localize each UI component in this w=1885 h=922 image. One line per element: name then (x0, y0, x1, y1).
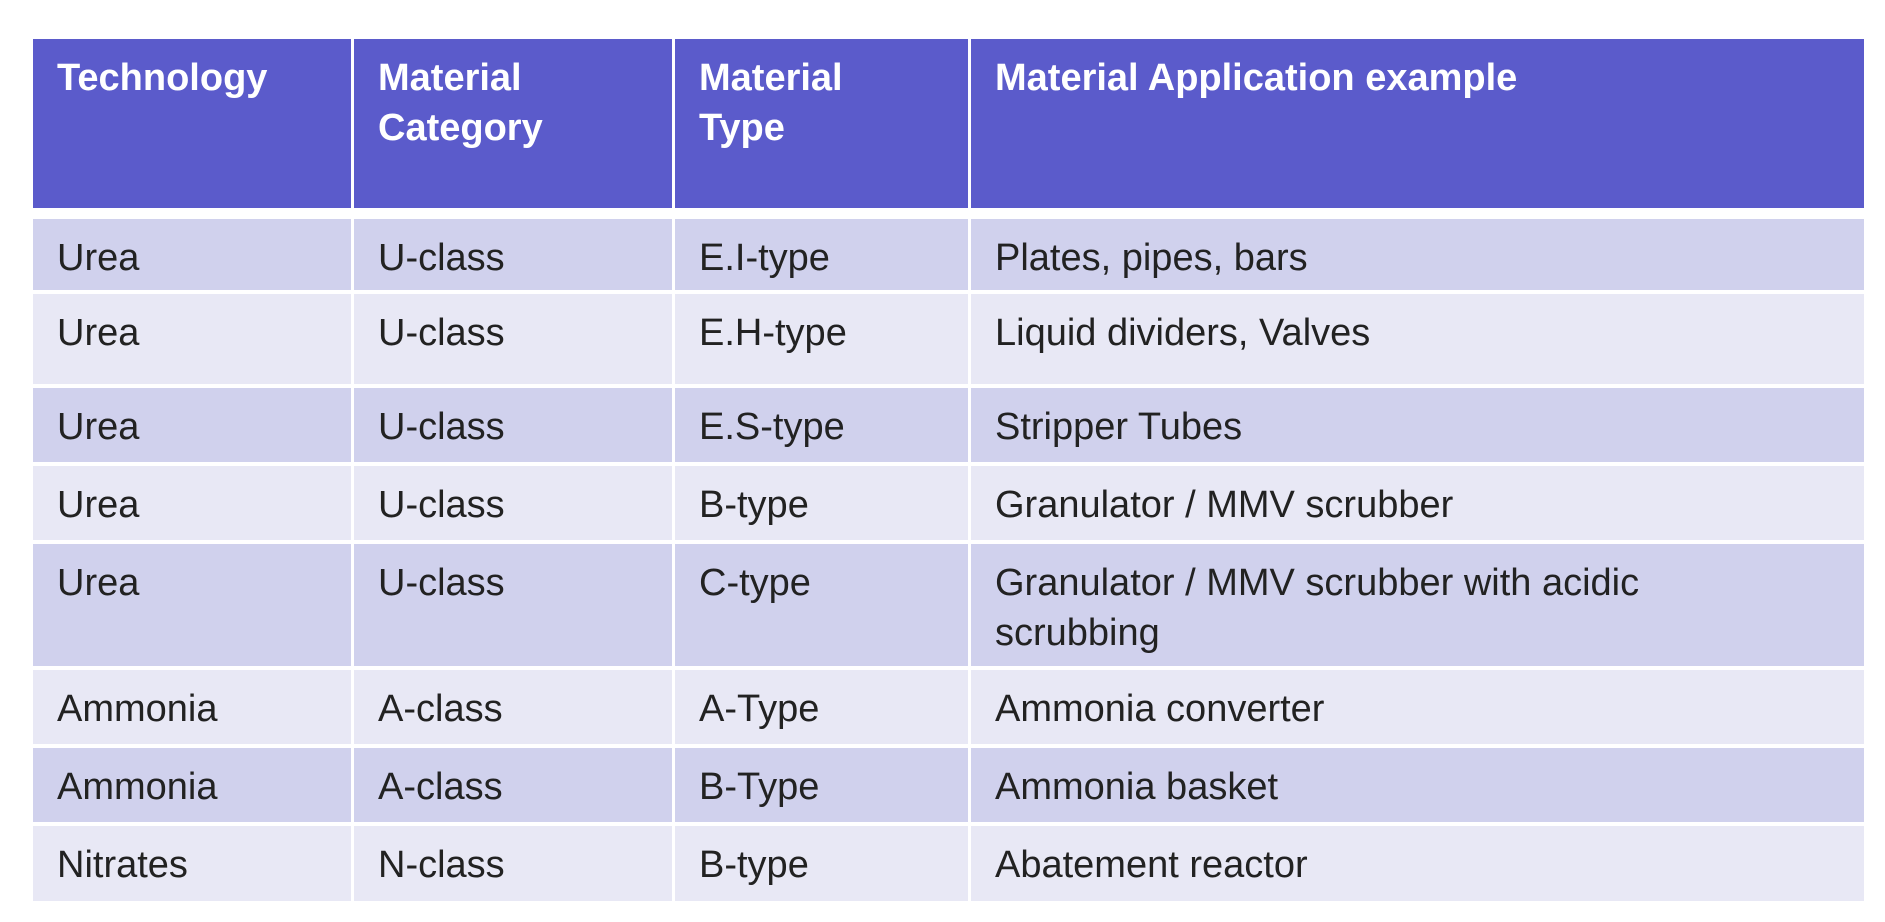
table-row: Ammonia A-class A-Type Ammonia converter (33, 670, 1864, 744)
cell-technology: Ammonia (33, 670, 351, 744)
header-material-application: Material Application example (971, 39, 1864, 208)
cell-material-category: U-class (354, 388, 672, 462)
cell-material-category: N-class (354, 826, 672, 901)
cell-technology: Urea (33, 294, 351, 384)
cell-material-category: U-class (354, 544, 672, 666)
cell-material-type: E.S-type (675, 388, 968, 462)
cell-material-application: Ammonia basket (971, 748, 1864, 822)
table-row: Ammonia A-class B-Type Ammonia basket (33, 748, 1864, 822)
cell-material-category: A-class (354, 670, 672, 744)
cell-material-type: A-Type (675, 670, 968, 744)
cell-material-category: U-class (354, 294, 672, 384)
cell-material-category: A-class (354, 748, 672, 822)
cell-technology: Urea (33, 388, 351, 462)
cell-material-application: Granulator / MMV scrubber (971, 466, 1864, 540)
cell-material-application: Ammonia converter (971, 670, 1864, 744)
cell-material-type: B-type (675, 826, 968, 901)
table-header-row: Technology Material Category Material Ty… (33, 39, 1864, 208)
cell-material-type: B-Type (675, 748, 968, 822)
cell-material-application: Stripper Tubes (971, 388, 1864, 462)
materials-table: Technology Material Category Material Ty… (33, 39, 1864, 905)
cell-technology: Ammonia (33, 748, 351, 822)
header-technology: Technology (33, 39, 351, 208)
cell-technology: Urea (33, 544, 351, 666)
header-material-type: Material Type (675, 39, 968, 208)
table-row: Urea U-class E.S-type Stripper Tubes (33, 388, 1864, 462)
cell-material-application: Plates, pipes, bars (971, 219, 1864, 290)
cell-material-category: U-class (354, 219, 672, 290)
table-row: Urea U-class E.H-type Liquid dividers, V… (33, 294, 1864, 384)
cell-material-type: B-type (675, 466, 968, 540)
table-row: Urea U-class E.I-type Plates, pipes, bar… (33, 219, 1864, 290)
table-row: Urea U-class B-type Granulator / MMV scr… (33, 466, 1864, 540)
cell-technology: Urea (33, 466, 351, 540)
header-material-category: Material Category (354, 39, 672, 208)
table-row: Urea U-class C-type Granulator / MMV scr… (33, 544, 1864, 666)
cell-material-application: Abatement reactor (971, 826, 1864, 901)
cell-material-type: C-type (675, 544, 968, 666)
cell-technology: Urea (33, 219, 351, 290)
table-row: Nitrates N-class B-type Abatement reacto… (33, 826, 1864, 901)
cell-material-type: E.H-type (675, 294, 968, 384)
cell-material-application: Liquid dividers, Valves (971, 294, 1864, 384)
cell-material-type: E.I-type (675, 219, 968, 290)
cell-technology: Nitrates (33, 826, 351, 901)
cell-material-application: Granulator / MMV scrubber with acidic sc… (971, 544, 1864, 666)
cell-material-category: U-class (354, 466, 672, 540)
